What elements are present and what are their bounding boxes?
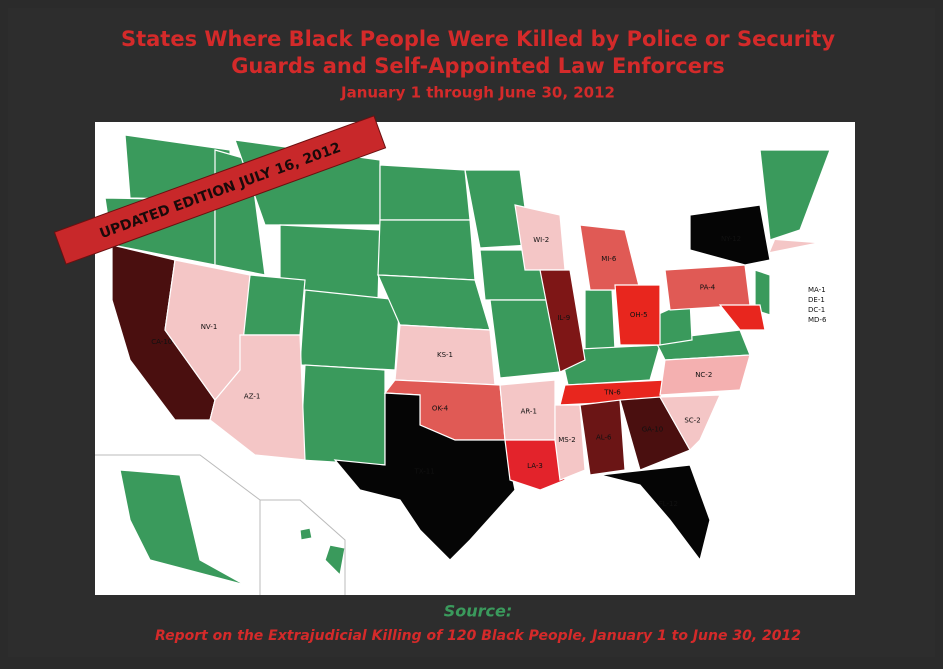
state-label: KS-1	[437, 351, 453, 359]
state-label: MI-6	[601, 255, 617, 263]
state	[333, 392, 516, 561]
state	[579, 399, 626, 476]
state-label: GA-10	[642, 425, 664, 433]
state	[539, 269, 586, 373]
labeled-states: CA-10 NV-1 AZ-1 KS-1 OK-4 TX-11 AR-1 LA-3 WI-2 IL…	[111, 204, 771, 562]
side-list-item: MD-6	[808, 316, 827, 324]
source-text: Report on the Extrajudicial Killing of 1…	[155, 628, 801, 644]
state-label: PA-4	[700, 284, 716, 292]
state	[689, 204, 771, 266]
side-list: MA-1 DE-1 DC-1 MD-6	[808, 286, 827, 324]
state	[718, 304, 766, 331]
subtitle: January 1 through June 30, 2012	[340, 84, 615, 102]
state	[554, 404, 586, 481]
title-line: Guards and Self-Appointed Law Enforcers	[231, 54, 725, 78]
side-list-item: MA-1	[808, 286, 826, 294]
state-label: OH-5	[630, 311, 648, 319]
state-label: SC-2	[684, 417, 700, 425]
state-label: CA-10	[151, 338, 172, 346]
state-label: NV-1	[201, 323, 218, 331]
state-label: AR-1	[521, 407, 537, 415]
state-label: FL-12	[659, 500, 678, 508]
title-line: States Where Black People Were Killed by…	[121, 27, 835, 51]
state-label: WI-2	[533, 236, 549, 244]
state-label: IL-9	[557, 314, 570, 322]
side-list-item: DC-1	[808, 306, 825, 314]
state-label: TN-6	[603, 389, 621, 397]
state	[658, 394, 721, 451]
state	[659, 354, 751, 396]
state-label: NC-2	[695, 371, 712, 379]
state	[504, 439, 566, 491]
state	[599, 464, 711, 562]
state	[614, 284, 661, 346]
state-label: OK-4	[432, 404, 449, 412]
state-label: MS-2	[558, 436, 575, 444]
inset-borders	[95, 454, 346, 595]
state-label: NY-12	[721, 235, 741, 243]
state-label: AZ-1	[244, 392, 260, 400]
side-list-item: DE-1	[808, 296, 825, 304]
banner-box	[53, 115, 387, 265]
source-label: Source:	[444, 602, 513, 621]
massachusetts	[770, 240, 815, 252]
state-label: AL-6	[596, 434, 612, 442]
state-label: LA-3	[527, 462, 543, 470]
state	[209, 334, 306, 461]
state-label: TX-11	[414, 467, 435, 475]
